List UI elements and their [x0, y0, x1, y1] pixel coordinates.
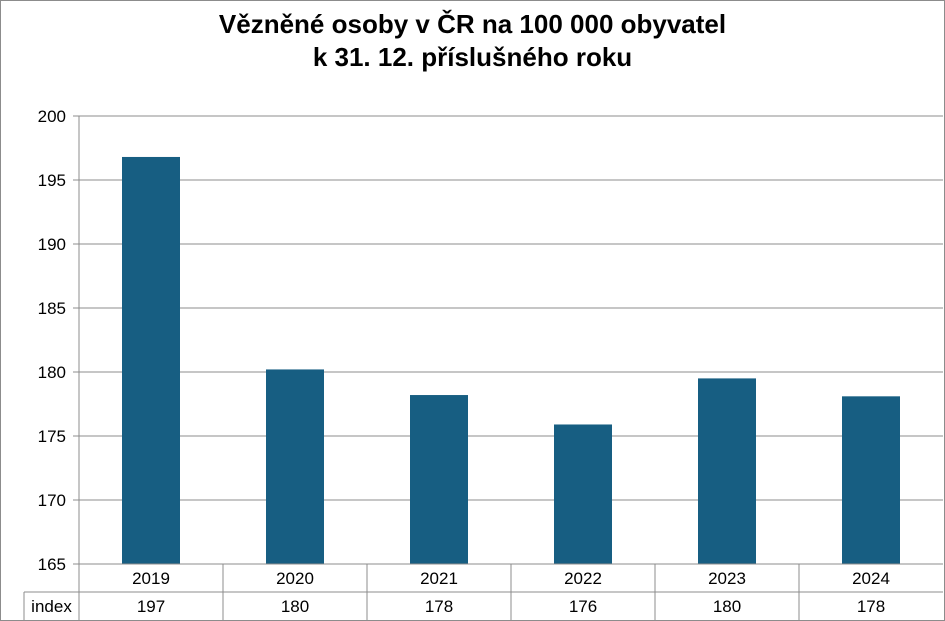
y-tick-label: 180: [38, 363, 66, 382]
table-index-value: 180: [713, 597, 741, 616]
y-tick-label: 185: [38, 299, 66, 318]
y-tick-label: 170: [38, 491, 66, 510]
y-tick-label: 175: [38, 427, 66, 446]
bar-2024: [842, 396, 900, 564]
table-row-label: index: [31, 597, 72, 616]
category-table: 2019 2020 2021 2022 2023 2024 index 197 180 178 17…: [23, 563, 943, 620]
bar-2023: [698, 378, 756, 564]
y-tick-label: 190: [38, 235, 66, 254]
bars: [122, 156, 900, 564]
y-tick-label: 200: [38, 107, 66, 126]
bar-2020: [266, 369, 324, 564]
chart-title: Vězněné osoby v ČR na 100 000 obyvatel k…: [0, 8, 945, 74]
bar-2022: [554, 424, 612, 564]
table-index-value: 178: [425, 597, 453, 616]
y-axis: 165 170 175 180 185 190 195 200: [38, 107, 80, 592]
y-tick-label: 195: [38, 171, 66, 190]
x-tick-label: 2023: [708, 569, 746, 588]
table-index-value: 178: [857, 597, 885, 616]
table-index-value: 180: [281, 597, 309, 616]
x-tick-label: 2022: [564, 569, 602, 588]
table-index-value: 176: [569, 597, 597, 616]
x-tick-label: 2024: [852, 569, 890, 588]
x-tick-label: 2019: [132, 569, 170, 588]
x-tick-label: 2020: [276, 569, 314, 588]
chart-title-line-1: Vězněné osoby v ČR na 100 000 obyvatel: [218, 9, 727, 39]
bar-2021: [410, 395, 468, 564]
table-index-value: 197: [137, 597, 165, 616]
y-tick-label: 165: [38, 555, 66, 574]
x-tick-label: 2021: [420, 569, 458, 588]
chart-title-line-2: k 31. 12. příslušného roku: [312, 42, 633, 72]
gridlines: [79, 115, 943, 565]
bar-2019: [122, 156, 180, 564]
